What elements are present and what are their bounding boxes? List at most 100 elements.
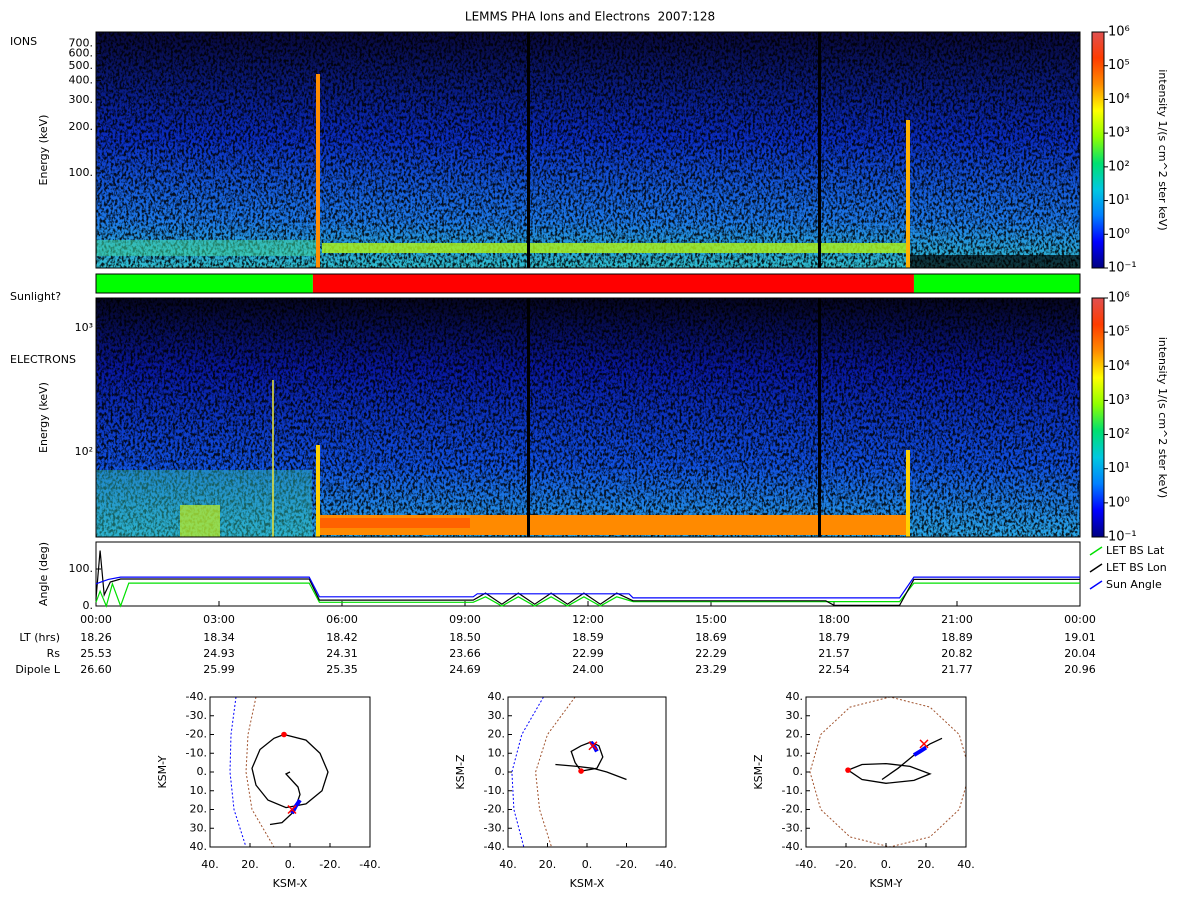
x-axis-label: KSM-Y: [869, 877, 902, 890]
ephemeris-value: 23.66: [449, 647, 481, 660]
ephemeris-value: 20.96: [1064, 663, 1096, 676]
data-gap: [527, 298, 530, 537]
colorbar-tick-label: 10³: [1108, 126, 1130, 141]
data-gap: [818, 32, 821, 268]
panel-label: Sunlight?: [10, 290, 61, 303]
y-tick-label: 0.: [793, 765, 804, 778]
ephemeris-value: 18.69: [695, 631, 727, 644]
end-marker: [588, 741, 598, 751]
ephemeris-label: Rs: [47, 647, 61, 660]
colorbar-tick-label: 10³: [1108, 393, 1130, 408]
y-tick-label: -20.: [782, 803, 803, 816]
trajectory: [555, 763, 627, 781]
y-tick-label: 0.: [197, 765, 208, 778]
colorbar-tick-label: 10⁴: [1108, 92, 1130, 107]
ephemeris-value: 20.04: [1064, 647, 1096, 660]
y-tick-label: 30.: [190, 821, 208, 834]
colorbar-tick-label: 10²: [1108, 427, 1130, 442]
x-tick-label: -20.: [616, 858, 637, 871]
x-tick-label: -40.: [795, 858, 816, 871]
x-tick-label: 20.: [539, 858, 557, 871]
ephemeris-value: 18.34: [203, 631, 235, 644]
colorbar-tick-label: 10²: [1108, 159, 1130, 174]
ephemeris-value: 19.01: [1064, 631, 1096, 644]
start-marker: [845, 767, 851, 773]
ephemeris-value: 24.69: [449, 663, 481, 676]
legend-label: LET BS Lat: [1106, 544, 1165, 557]
ephemeris-value: 22.54: [818, 663, 850, 676]
colorbar-tick-label: 10⁶: [1108, 291, 1130, 306]
ephemeris-label: LT (hrs): [19, 631, 60, 644]
y-tick-label: 10²: [75, 445, 93, 458]
ephemeris-value: 23.29: [695, 663, 727, 676]
colorbar-label: intensity 1/(s cm^2 ster keV): [1156, 337, 1169, 498]
data-gap: [527, 32, 530, 268]
chart-title: LEMMS PHA Ions and Electrons 2007:128: [465, 10, 715, 24]
x-axis-label: KSM-X: [273, 877, 308, 890]
legend-swatch: [1089, 580, 1103, 590]
x-tick-label: 12:00: [572, 613, 604, 626]
trajectory: [511, 697, 544, 847]
colorbar: [1091, 297, 1105, 538]
ephemeris-value: 25.35: [326, 663, 358, 676]
colorbar-tick-label: 10⁰: [1108, 495, 1130, 510]
sunlight-segment: [913, 274, 1080, 293]
data-gap: [910, 255, 1080, 268]
sunlight-segment: [312, 274, 914, 293]
trajectory: [881, 737, 943, 781]
colorbar-tick-label: 10⁵: [1108, 58, 1130, 73]
orbit-plot: [229, 697, 329, 847]
x-tick-label: 40.: [499, 858, 517, 871]
colorbar-tick-label: 10⁻¹: [1108, 530, 1137, 545]
y-tick-label: 200.: [69, 120, 94, 133]
x-tick-label: 21:00: [941, 613, 973, 626]
plot-frame: [95, 31, 1081, 269]
ephemeris-value: 25.53: [80, 647, 112, 660]
x-tick-label: 00:00: [1064, 613, 1096, 626]
legend-swatch: [1089, 546, 1103, 556]
y-tick-label: 0.: [83, 599, 94, 612]
y-tick-label: -40.: [782, 840, 803, 853]
electron-band: [180, 505, 220, 537]
legend-label: LET BS Lon: [1106, 561, 1167, 574]
trajectory: [269, 771, 301, 826]
spectrogram-texture: [96, 298, 1080, 537]
ephemeris-value: 18.26: [80, 631, 112, 644]
legend-label: Sun Angle: [1106, 578, 1162, 591]
colorbar: [1091, 31, 1105, 269]
plot-frame: [507, 696, 667, 848]
x-tick-label: 18:00: [818, 613, 850, 626]
plot-frame: [95, 297, 1081, 538]
electron-spike: [316, 445, 320, 537]
trajectory: [245, 697, 275, 847]
orbit-plot: [511, 697, 627, 847]
y-tick-label: 100.: [69, 166, 94, 179]
legend-swatch: [1089, 563, 1103, 573]
angle-line: [95, 550, 1080, 606]
y-tick-label: -10.: [782, 784, 803, 797]
x-tick-label: -20.: [319, 858, 340, 871]
spectrogram-texture: [96, 32, 1080, 268]
x-tick-label: -40.: [655, 858, 676, 871]
x-tick-label: 20.: [241, 858, 259, 871]
ephemeris-value: 20.82: [941, 647, 973, 660]
y-tick-label: 600.: [69, 47, 94, 60]
x-tick-label: -20.: [835, 858, 856, 871]
ephemeris-value: 24.93: [203, 647, 235, 660]
x-tick-label: 20.: [917, 858, 935, 871]
electron-band: [320, 518, 470, 528]
y-tick-label: -20.: [186, 728, 207, 741]
y-tick-label: -40.: [484, 840, 505, 853]
y-axis-label: Energy (keV): [37, 115, 50, 186]
y-tick-label: 30.: [488, 709, 506, 722]
y-tick-label: 20.: [786, 728, 804, 741]
y-tick-label: -20.: [484, 803, 505, 816]
ephemeris-value: 18.42: [326, 631, 358, 644]
ephemeris-value: 18.59: [572, 631, 604, 644]
ephemeris-label: Dipole L: [15, 663, 61, 676]
y-tick-label: -10.: [186, 746, 207, 759]
trajectory: [251, 733, 329, 809]
electron-spike: [906, 450, 910, 537]
y-tick-label: -40.: [186, 690, 207, 703]
